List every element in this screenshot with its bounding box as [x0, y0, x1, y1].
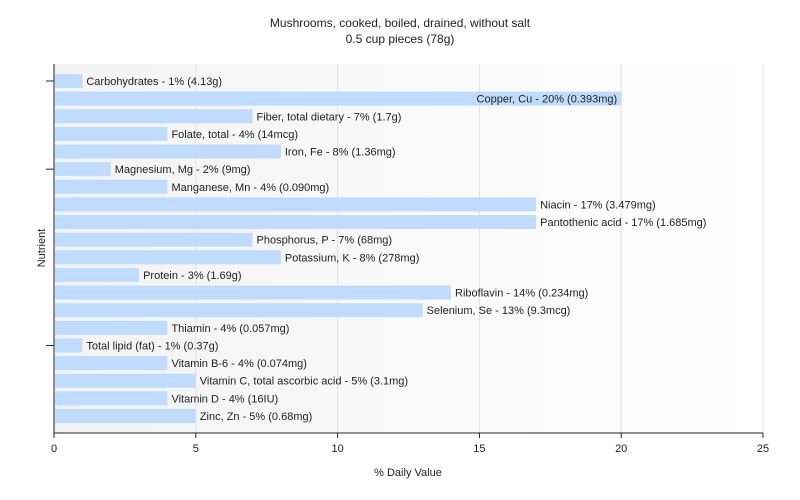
x-tick-label: 15 — [473, 443, 485, 455]
bar — [55, 91, 622, 106]
x-tick-label: 10 — [331, 443, 343, 455]
bar-label: Phosphorus, P - 7% (68mg) — [257, 235, 393, 247]
bar-label: Iron, Fe - 8% (1.36mg) — [285, 147, 396, 159]
bar — [55, 373, 196, 388]
bar-label: Selenium, Se - 13% (9.3mcg) — [427, 305, 571, 317]
bar-label: Magnesium, Mg - 2% (9mg) — [115, 164, 251, 176]
bar-label: Pantothenic acid - 17% (1.685mg) — [540, 217, 706, 229]
bar — [55, 126, 168, 141]
bar — [55, 215, 537, 230]
y-axis-label: Nutrient — [36, 229, 48, 268]
x-tick-label: 5 — [193, 443, 199, 455]
bar — [55, 303, 423, 318]
bar — [55, 232, 253, 247]
bar — [55, 197, 537, 212]
bar-label: Protein - 3% (1.69g) — [143, 270, 241, 282]
x-axis-label: % Daily Value — [374, 467, 442, 479]
bar-label: Vitamin B-6 - 4% (0.074mg) — [171, 358, 307, 370]
bar — [55, 356, 168, 371]
bar-label: Zinc, Zn - 5% (0.68mg) — [200, 411, 312, 423]
x-tick-label: 20 — [615, 443, 627, 455]
bar-label: Vitamin C, total ascorbic acid - 5% (3.1… — [200, 376, 408, 388]
bar — [55, 409, 196, 423]
bar-label: Copper, Cu - 20% (0.393mg) — [477, 94, 618, 106]
bar — [55, 391, 168, 406]
chart-subtitle: 0.5 cup pieces (78g) — [345, 32, 455, 46]
bar — [55, 109, 253, 124]
bar-label: Fiber, total dietary - 7% (1.7g) — [257, 111, 402, 123]
bar-label: Manganese, Mn - 4% (0.090mg) — [171, 182, 329, 194]
bar-label: Niacin - 17% (3.479mg) — [540, 199, 656, 211]
bar-label: Thiamin - 4% (0.057mg) — [171, 323, 289, 335]
bar — [55, 179, 168, 194]
bar — [55, 285, 452, 300]
x-tick-label: 25 — [757, 443, 769, 455]
bar-label: Carbohydrates - 1% (4.13g) — [86, 76, 222, 88]
bar — [55, 74, 83, 88]
x-tick-label: 0 — [51, 443, 57, 455]
bar — [55, 162, 111, 177]
bar-label: Riboflavin - 14% (0.234mg) — [455, 288, 588, 300]
bar — [55, 267, 140, 282]
bar — [55, 338, 83, 353]
bar-label: Potassium, K - 8% (278mg) — [285, 252, 420, 264]
bar-label: Vitamin D - 4% (16IU) — [171, 393, 278, 405]
bar-label: Total lipid (fat) - 1% (0.37g) — [86, 340, 218, 352]
plot-area — [54, 64, 763, 433]
bar-label: Folate, total - 4% (14mcg) — [171, 129, 298, 141]
bar — [55, 250, 281, 265]
bar — [55, 320, 168, 335]
chart-title: Mushrooms, cooked, boiled, drained, with… — [269, 16, 531, 30]
bar — [55, 144, 281, 159]
